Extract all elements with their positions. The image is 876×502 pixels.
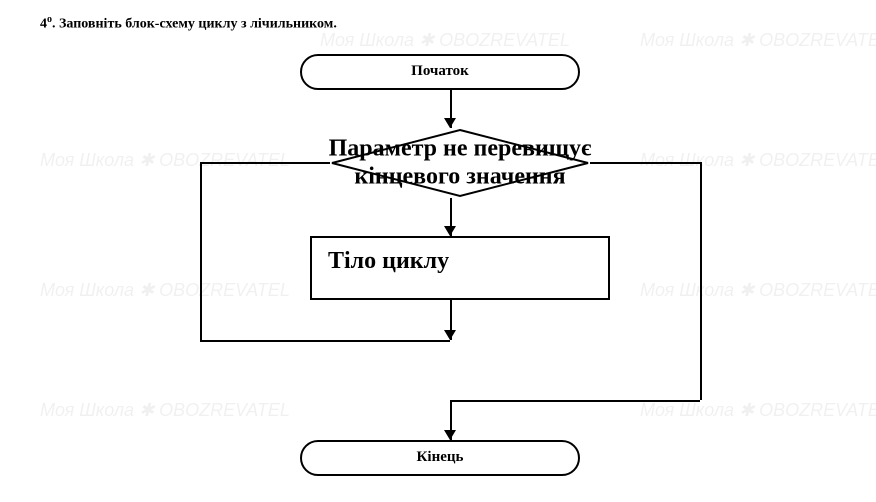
decision-label: Параметр не перевищує кінцевого значення [280, 135, 640, 190]
watermark: Моя Школа ✱ OBOZREVATEL [640, 30, 876, 51]
watermark: Моя Школа ✱ OBOZREVATEL [320, 30, 570, 51]
flow-start-terminator: Початок [300, 54, 580, 90]
question-text: 4о. Заповніть блок-схему циклу з лічильн… [40, 14, 337, 33]
watermark: Моя Школа ✱ OBOZREVATEL [640, 280, 876, 301]
flow-process-body: Тіло циклу [310, 236, 610, 300]
question-number: 4 [40, 17, 47, 32]
question-body: . Заповніть блок-схему циклу з лічильник… [52, 17, 337, 32]
flow-end-terminator: Кінець [300, 440, 580, 476]
watermark: Моя Школа ✱ OBOZREVATEL [640, 400, 876, 421]
watermark: Моя Школа ✱ OBOZREVATEL [40, 280, 290, 301]
watermark: Моя Школа ✱ OBOZREVATEL [40, 400, 290, 421]
watermark: Моя Школа ✱ OBOZREVATEL [40, 150, 290, 171]
flow-decision: Параметр не перевищує кінцевого значення [330, 128, 590, 198]
watermark: Моя Школа ✱ OBOZREVATEL [640, 150, 876, 171]
